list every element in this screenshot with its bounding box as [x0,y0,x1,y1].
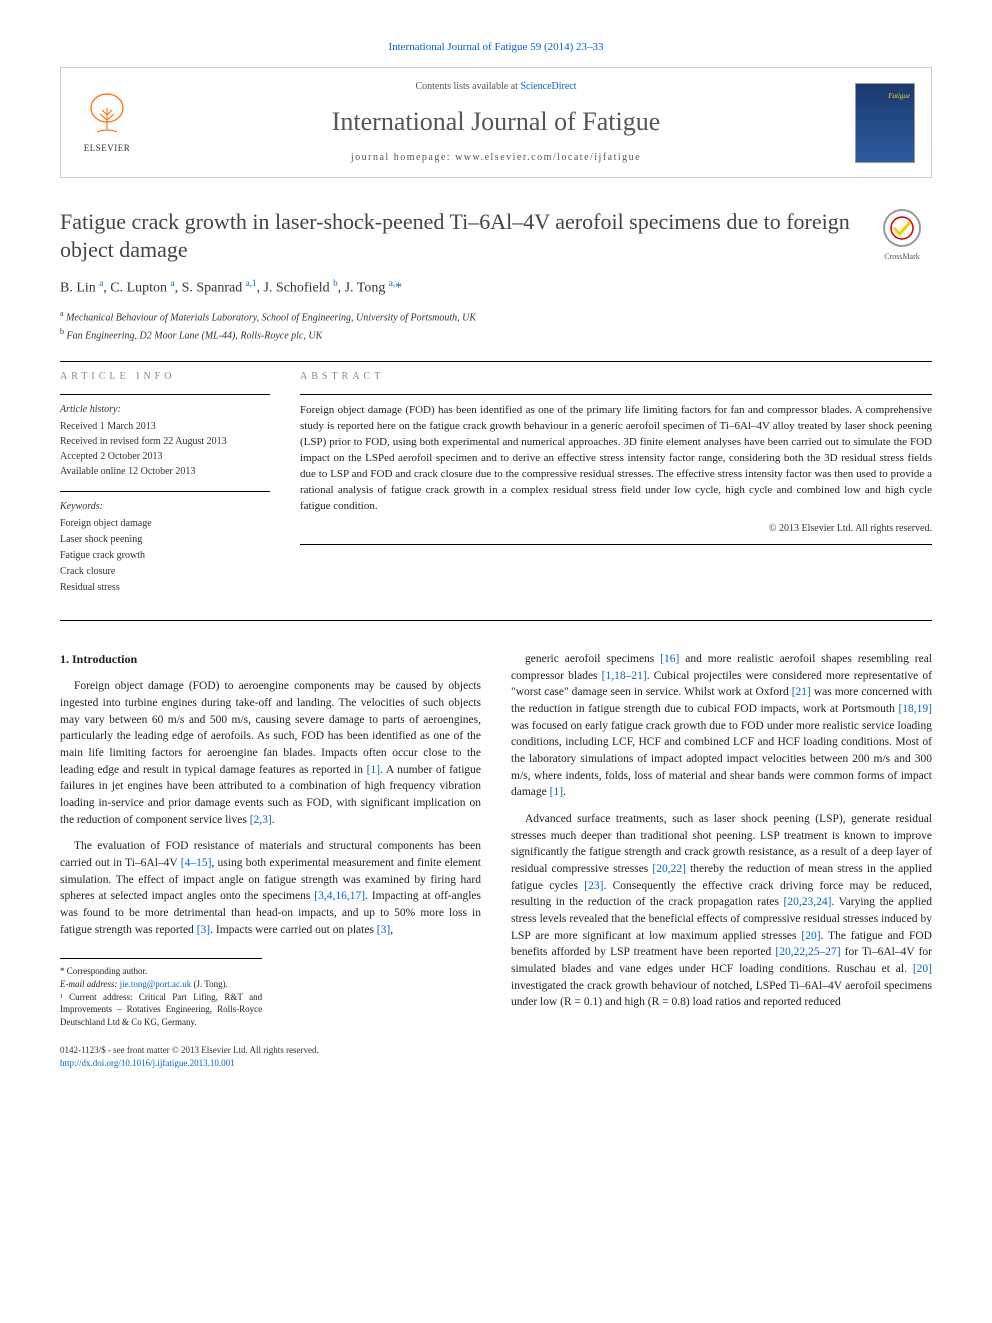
issn-line: 0142-1123/$ - see front matter © 2013 El… [60,1044,481,1057]
journal-name: International Journal of Fatigue [157,104,835,140]
citation-link[interactable]: International Journal of Fatigue 59 (201… [388,41,603,53]
elsevier-tree-icon [82,90,132,140]
history-text: Received 1 March 2013Received in revised… [60,419,270,479]
homepage-url[interactable]: www.elsevier.com/locate/ijfatigue [455,152,641,163]
email-who: (J. Tong). [191,979,228,989]
affiliations: a Mechanical Behaviour of Materials Labo… [60,308,932,343]
abstract-column: ABSTRACT Foreign object damage (FOD) has… [300,370,932,596]
elsevier-label: ELSEVIER [84,142,131,155]
journal-cover-thumbnail[interactable] [855,83,915,163]
contents-line: Contents lists available at ScienceDirec… [157,80,835,94]
footnotes: * Corresponding author. E-mail address: … [60,958,262,1028]
keywords-heading: Keywords: [60,500,270,514]
info-divider-1 [60,394,270,395]
email-label: E-mail address: [60,979,120,989]
elsevier-logo[interactable]: ELSEVIER [77,88,137,158]
crossmark-badge[interactable]: CrossMark [872,208,932,262]
sciencedirect-link[interactable]: ScienceDirect [520,81,576,92]
body-paragraph: Advanced surface treatments, such as las… [511,811,932,1011]
email-line: E-mail address: jie.tong@port.ac.uk (J. … [60,978,262,991]
journal-header: ELSEVIER Contents lists available at Sci… [60,67,932,177]
crossmark-label: CrossMark [872,251,932,262]
footnote-1: ¹ Current address: Critical Part Lifing,… [60,991,262,1029]
abstract-label: ABSTRACT [300,370,932,384]
divider-top [60,361,932,362]
info-divider-2 [60,491,270,492]
abstract-divider-2 [300,544,932,545]
homepage-line: journal homepage: www.elsevier.com/locat… [157,151,835,165]
crossmark-icon [882,208,922,248]
header-center: Contents lists available at ScienceDirec… [157,80,835,164]
body-paragraph: Foreign object damage (FOD) to aeroengin… [60,678,481,828]
abstract-divider-1 [300,394,932,395]
authors-line: B. Lin a, C. Lupton a, S. Spanrad a,1, J… [60,277,932,298]
bottom-bar: 0142-1123/$ - see front matter © 2013 El… [60,1044,481,1069]
email-link[interactable]: jie.tong@port.ac.uk [120,979,192,989]
title-row: Fatigue crack growth in laser-shock-peen… [60,208,932,265]
body-paragraph: The evaluation of FOD resistance of mate… [60,838,481,938]
info-abstract-row: ARTICLE INFO Article history: Received 1… [60,370,932,596]
keywords-list: Foreign object damageLaser shock peening… [60,516,270,596]
abstract-text: Foreign object damage (FOD) has been ide… [300,403,932,515]
divider-bottom [60,620,932,621]
body-right-column: generic aerofoil specimens [16] and more… [511,651,932,1070]
section-heading: 1. Introduction [60,651,481,668]
abstract-copyright: © 2013 Elsevier Ltd. All rights reserved… [300,522,932,536]
body-columns: 1. Introduction Foreign object damage (F… [60,651,932,1070]
contents-prefix: Contents lists available at [415,81,520,92]
article-info-column: ARTICLE INFO Article history: Received 1… [60,370,270,596]
homepage-prefix: journal homepage: [351,152,455,163]
article-info-label: ARTICLE INFO [60,370,270,384]
corresponding-author-note: * Corresponding author. [60,965,262,978]
body-paragraph: generic aerofoil specimens [16] and more… [511,651,932,801]
doi-link[interactable]: http://dx.doi.org/10.1016/j.ijfatigue.20… [60,1058,235,1068]
article-title: Fatigue crack growth in laser-shock-peen… [60,208,872,265]
history-heading: Article history: [60,403,270,417]
citation-bar: International Journal of Fatigue 59 (201… [60,40,932,55]
body-left-column: 1. Introduction Foreign object damage (F… [60,651,481,1070]
